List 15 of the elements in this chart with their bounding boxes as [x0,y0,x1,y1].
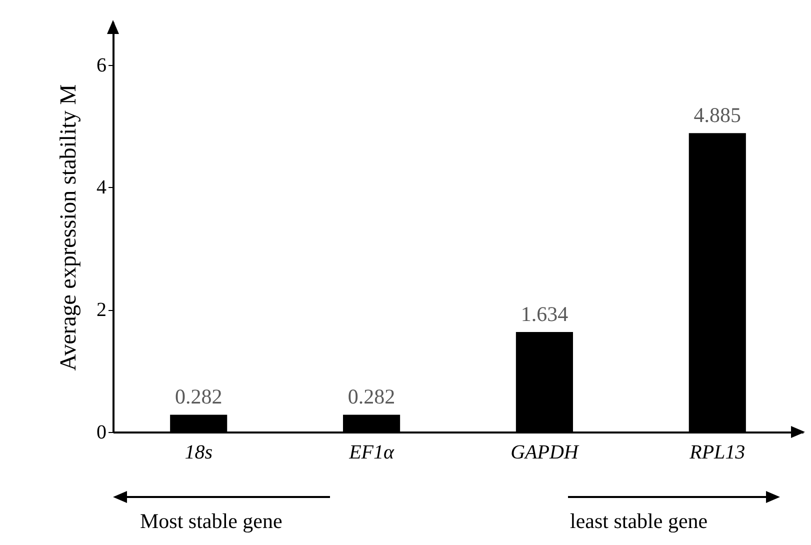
y-axis-title: Average expression stability M [56,84,80,371]
y-tick-label: 0 [96,422,106,444]
text: least stable gene [570,509,708,534]
x-tick-label: 18s [184,442,213,464]
x-tick-label: GAPDH [510,442,580,464]
data-label: 0.282 [174,384,222,409]
x-tick-label: EF1α [348,442,394,464]
data-label: 0.282 [348,384,396,409]
y-tick-label: 6 [96,54,106,76]
text: Most stable gene [140,509,282,534]
y-tick-label: 4 [96,176,106,199]
x-tick-label: RPL13 [688,442,746,464]
data-label: 4.885 [694,103,742,128]
data-label: 1.634 [520,302,569,326]
y-tick-label: 2 [96,299,106,322]
